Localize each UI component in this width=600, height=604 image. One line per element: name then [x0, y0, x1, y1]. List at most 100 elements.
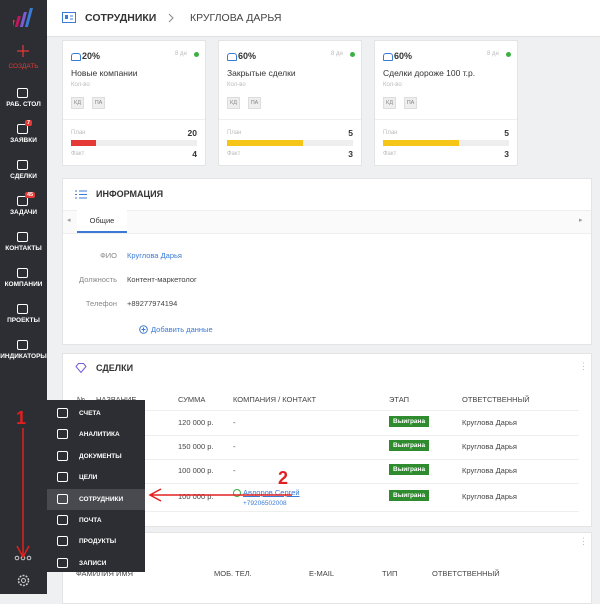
annotation-arrow-left: [148, 488, 292, 502]
deals-panel: СДЕЛКИ ⋮ № НАЗВАНИЕ СУММА КОМПАНИЯ / КОНТАК…: [62, 353, 592, 527]
nav-label[interactable]: КОМПАНИИ: [4, 281, 43, 288]
deal-owner: Круглова Дарья: [462, 492, 517, 501]
create-icon[interactable]: [17, 45, 29, 57]
create-label[interactable]: СОЗДАТЬ: [8, 63, 39, 70]
deal-stage: Выиграна: [389, 464, 430, 475]
deals-title: СДЕЛКИ: [96, 363, 134, 373]
column-header[interactable]: E-MAIL: [309, 569, 335, 578]
field-value[interactable]: Круглова Дарья: [127, 251, 182, 260]
menu-item[interactable]: СОТРУДНИКИ: [79, 495, 124, 503]
deal-stage: Выиграна: [389, 440, 430, 451]
menu-icon: [57, 515, 68, 525]
column-header[interactable]: СУММА: [178, 395, 206, 404]
more-menu: СЧЕТА АНАЛИТИКА ДОКУМЕНТЫ ЦЕЛИ СОТРУДНИКИ ПОЧ…: [47, 400, 145, 572]
deal-owner: Круглова Дарья: [462, 442, 517, 451]
nav-icon[interactable]: [17, 268, 28, 278]
kpi-filter-button[interactable]: ПА: [248, 97, 261, 109]
status-dot: [506, 52, 511, 57]
column-header[interactable]: ОТВЕТСТВЕННЫЙ: [432, 569, 500, 578]
progress-bar: [227, 140, 303, 146]
fact-value: 3: [504, 149, 509, 159]
nav-icon[interactable]: [17, 232, 28, 242]
column-header[interactable]: НАЗВАНИЕ: [96, 395, 136, 404]
contact-icon: [233, 489, 241, 497]
kpi-icon: [227, 53, 237, 61]
field-label: Телефон: [85, 299, 117, 308]
card-divider: [219, 119, 361, 120]
menu-item[interactable]: ЗАПИСИ: [79, 559, 107, 567]
column-header[interactable]: №: [77, 395, 85, 404]
tab-general[interactable]: Общие: [77, 210, 127, 233]
menu-icon: [57, 450, 68, 461]
kpi-filter-button[interactable]: ПА: [92, 97, 105, 109]
row-divider: [75, 511, 579, 512]
nav-icon[interactable]: [17, 196, 28, 206]
menu-item[interactable]: ПРОДУКТЫ: [79, 538, 117, 546]
contacts-menu[interactable]: ⋮: [579, 536, 588, 546]
tab-bar: [63, 210, 591, 234]
nav-icon[interactable]: [17, 124, 28, 134]
breadcrumb-section[interactable]: СОТРУДНИКИ: [85, 12, 157, 24]
fact-value: 4: [192, 149, 197, 159]
nav-icon[interactable]: [17, 340, 28, 350]
kpi-filter-button[interactable]: КД: [227, 97, 240, 109]
column-header[interactable]: КОМПАНИЯ / КОНТАКТ: [233, 395, 317, 404]
kpi-card: 60% 8 дн Закрытые сделки Кол-во КД ПА План 5 Фак…: [218, 40, 362, 166]
fact-label: Факт: [383, 151, 397, 157]
nav-label[interactable]: КОНТАКТЫ: [5, 245, 42, 252]
kpi-icon: [383, 53, 393, 61]
kpi-filter-button[interactable]: КД: [71, 97, 84, 109]
add-data-link[interactable]: Добавить данные: [151, 325, 213, 334]
annotation-number: 2: [278, 468, 289, 488]
menu-item[interactable]: ПОЧТА: [79, 517, 102, 524]
breadcrumb-current: КРУГЛОВА ДАРЬЯ: [190, 12, 282, 24]
deal-contact[interactable]: Авдоров Сергей: [243, 488, 300, 497]
plan-value: 20: [187, 128, 197, 138]
column-header[interactable]: ЭТАП: [389, 395, 410, 404]
column-header[interactable]: ФАМИЛИЯ ИМЯ: [76, 569, 134, 578]
nav-label[interactable]: ПРОЕКТЫ: [7, 317, 40, 324]
logo: [13, 8, 33, 27]
nav-icon[interactable]: [17, 304, 28, 314]
row-divider: [75, 483, 579, 484]
tab-next[interactable]: ▸: [579, 217, 583, 224]
menu-item[interactable]: СЧЕТА: [79, 410, 101, 417]
deal-company: -: [233, 417, 236, 427]
more-icon[interactable]: [13, 554, 33, 562]
field-value: Контент-маркетолог: [127, 275, 197, 284]
deal-phone: +79206502008: [243, 500, 287, 507]
kpi-filter-button[interactable]: КД: [383, 97, 396, 109]
settings-icon[interactable]: [17, 574, 30, 587]
kpi-filter-button[interactable]: ПА: [404, 97, 417, 109]
menu-icon: [57, 557, 68, 568]
column-header[interactable]: ТИП: [382, 569, 398, 578]
nav-badge: 7: [25, 120, 33, 126]
nav-label[interactable]: СДЕЛКИ: [10, 173, 37, 180]
plan-label: План: [227, 130, 242, 136]
nav-icon[interactable]: [17, 88, 28, 98]
nav-label[interactable]: ЗАДАЧИ: [9, 209, 38, 216]
menu-item[interactable]: ДОКУМЕНТЫ: [79, 452, 122, 460]
kpi-period: 8 дн: [331, 51, 343, 57]
nav-icon[interactable]: [17, 160, 28, 170]
fact-label: Факт: [227, 151, 241, 157]
nav-label[interactable]: ИНДИКАТОРЫ: [0, 353, 47, 360]
menu-item[interactable]: АНАЛИТИКА: [79, 431, 120, 439]
menu-icon: [57, 472, 68, 483]
kpi-title: Новые компании: [71, 68, 138, 78]
kpi-icon: [71, 53, 81, 61]
kpi-percent: 60%: [394, 51, 413, 61]
kpi-percent: 20%: [82, 51, 101, 61]
nav-label[interactable]: ЗАЯВКИ: [10, 137, 37, 144]
kpi-subtitle: Кол-во: [227, 82, 246, 88]
column-header[interactable]: МОБ. ТЕЛ.: [214, 569, 252, 578]
menu-item[interactable]: ЦЕЛИ: [79, 474, 98, 482]
deals-menu[interactable]: ⋮: [579, 361, 588, 371]
deal-stage: Выиграна: [389, 415, 430, 427]
progress-track: [227, 140, 353, 146]
column-header[interactable]: ОТВЕТСТВЕННЫЙ: [462, 395, 530, 404]
tab-prev[interactable]: ◂: [67, 217, 71, 224]
add-icon[interactable]: [139, 325, 148, 334]
nav-label[interactable]: РАБ. СТОЛ: [6, 101, 41, 108]
